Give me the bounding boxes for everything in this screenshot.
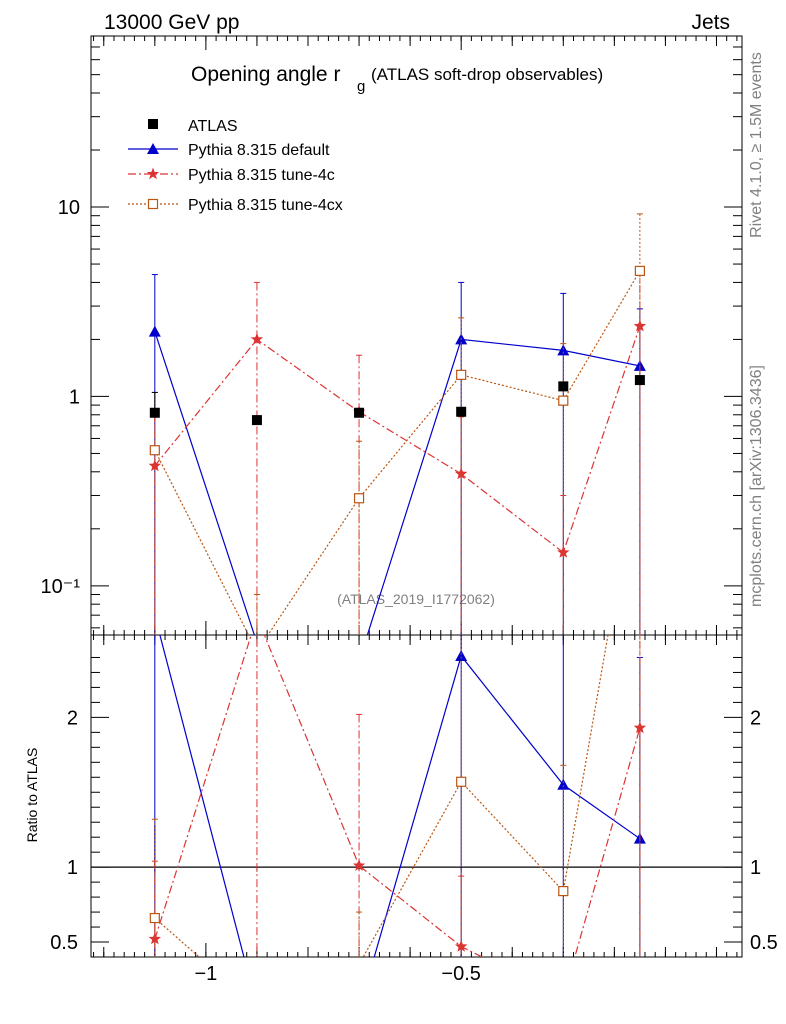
pythia-8-315-tune-4cx-ratio-point <box>456 776 467 787</box>
atlas-point <box>354 407 365 418</box>
pythia-8-315-tune-4cx-point <box>634 265 645 277</box>
y-tick-label: 10 <box>58 197 80 219</box>
pythia-8-315-default-ratio-point <box>353 1004 365 1015</box>
pythia-8-315-tune-4c-ratio-point <box>148 932 161 945</box>
atlas-point <box>558 381 569 392</box>
legend-marker-default <box>147 143 159 154</box>
ratio-y-tick-label-right: 1 <box>750 857 761 879</box>
pythia-8-315-tune-4c-ratio-point <box>352 859 366 871</box>
x-tick-label: −1 <box>194 963 217 985</box>
category-label: Jets <box>691 11 730 34</box>
pythia-8-315-tune-4cx-point <box>149 445 160 456</box>
axes: −1 −0.5 10⁻¹ 1 10 0.5 0.5 1 1 2 2 <box>41 35 778 985</box>
chart-title: Opening angle r <box>191 63 340 86</box>
analysis-id: (ATLAS_2019_I1772062) <box>337 591 495 607</box>
pythia-8-315-tune-4cx-ratio-line <box>154 635 609 957</box>
y-tick-label: 10⁻¹ <box>41 576 81 598</box>
legend-marker-atlas <box>148 119 158 129</box>
mcplots-label: mcplots.cern.ch [arXiv:1306.3436] <box>748 365 765 607</box>
atlas-point <box>251 415 262 426</box>
pythia-8-315-tune-4cx-ratio-point <box>252 1003 261 1012</box>
legend-label-tune4c: Pythia 8.315 tune-4c <box>188 167 335 184</box>
main-plot-data <box>148 213 647 666</box>
chart-title-extra: (ATLAS soft-drop observables) <box>371 65 603 84</box>
atlas-point <box>149 407 160 418</box>
pythia-8-315-tune-4cx-point <box>558 395 569 406</box>
pythia-8-315-default-ratio-line <box>159 635 641 957</box>
pythia-8-315-tune-4c-ratio-point <box>557 991 569 1003</box>
energy-label: 13000 GeV pp <box>104 11 239 34</box>
pythia-8-315-default-point <box>148 325 161 337</box>
legend: ATLAS Pythia 8.315 default Pythia 8.315 … <box>128 118 343 214</box>
pythia-8-315-tune-4cx-point <box>353 493 365 504</box>
atlas-point <box>634 375 645 386</box>
ratio-ylabel: Ratio to ATLAS <box>24 748 40 843</box>
pythia-8-315-tune-4c-point <box>455 467 468 480</box>
y-tick-label: 1 <box>69 386 80 408</box>
legend-label-default: Pythia 8.315 default <box>188 142 330 159</box>
rivet-label: Rivet 4.1.0, ≥ 1.5M events <box>748 52 765 238</box>
pythia-8-315-default-point <box>353 655 365 666</box>
ratio-plot-data <box>91 635 742 1015</box>
legend-label-atlas: ATLAS <box>188 118 238 135</box>
legend-label-tune4cx: Pythia 8.315 tune-4cx <box>188 197 343 214</box>
pythia-8-315-tune-4c-point <box>633 319 647 332</box>
atlas-point <box>456 406 467 417</box>
pythia-8-315-tune-4cx-ratio-point <box>558 886 569 897</box>
pythia-8-315-tune-4c-line <box>154 325 641 554</box>
ratio-y-tick-label-right: 2 <box>750 707 761 729</box>
pythia-8-315-tune-4c-point <box>250 332 264 345</box>
pythia-8-315-default-ratio-point <box>557 778 570 790</box>
legend-marker-tune4c <box>146 167 160 180</box>
x-tick-label: −0.5 <box>441 963 480 985</box>
pythia-8-315-tune-4cx-ratio-point <box>149 912 160 924</box>
ratio-y-tick-label: 1 <box>67 857 78 879</box>
pythia-8-315-tune-4c-ratio-line <box>154 635 641 957</box>
pythia-8-315-tune-4cx-point <box>456 369 467 380</box>
ratio-y-tick-label: 0.5 <box>50 932 78 954</box>
chart-title-subscript: g <box>357 78 365 95</box>
pythia-8-315-default-point <box>557 344 570 356</box>
pythia-8-315-default-line <box>154 331 641 635</box>
pythia-8-315-default-ratio-point <box>251 1001 263 1012</box>
pythia-8-315-tune-4cx-line <box>154 270 641 635</box>
ratio-y-tick-label-right: 0.5 <box>750 932 778 954</box>
ratio-frame <box>90 634 743 958</box>
legend-marker-tune4cx <box>147 198 159 210</box>
ratio-y-tick-label: 2 <box>67 707 78 729</box>
pythia-8-315-default-ratio-point <box>455 649 468 661</box>
pythia-8-315-tune-4cx-ratio-point <box>355 960 364 969</box>
